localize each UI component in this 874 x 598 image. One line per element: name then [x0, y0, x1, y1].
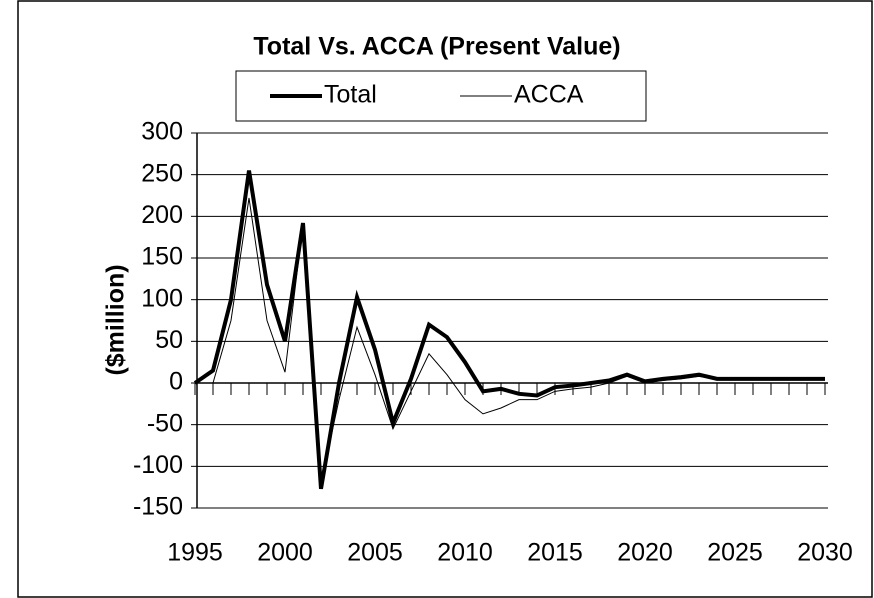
- y-tick-label: -100: [133, 451, 183, 479]
- y-tick-label: -150: [133, 493, 183, 521]
- x-tick-label: 2005: [347, 539, 403, 567]
- y-tick-label: 0: [169, 368, 183, 396]
- y-tick-label: 150: [141, 243, 183, 271]
- y-tick-label: 50: [155, 326, 183, 354]
- x-tick-label: 2000: [257, 539, 313, 567]
- y-tick-label: 200: [141, 201, 183, 229]
- chart-title: Total Vs. ACCA (Present Value): [253, 33, 620, 61]
- x-tick-label: 2015: [527, 539, 583, 567]
- x-tick-label: 2020: [617, 539, 673, 567]
- y-axis-label: ($million): [102, 264, 130, 375]
- y-tick-label: 300: [141, 118, 183, 146]
- x-tick-label: 1995: [167, 539, 223, 567]
- x-tick-label: 2010: [437, 539, 493, 567]
- legend-label: ACCA: [514, 81, 584, 109]
- x-tick-label: 2030: [797, 539, 853, 567]
- y-tick-label: 250: [141, 159, 183, 187]
- legend-label: Total: [324, 81, 377, 109]
- y-tick-label: -50: [147, 409, 183, 437]
- x-tick-label: 2025: [707, 539, 763, 567]
- line-series: [212, 197, 825, 484]
- y-tick-label: 100: [141, 284, 183, 312]
